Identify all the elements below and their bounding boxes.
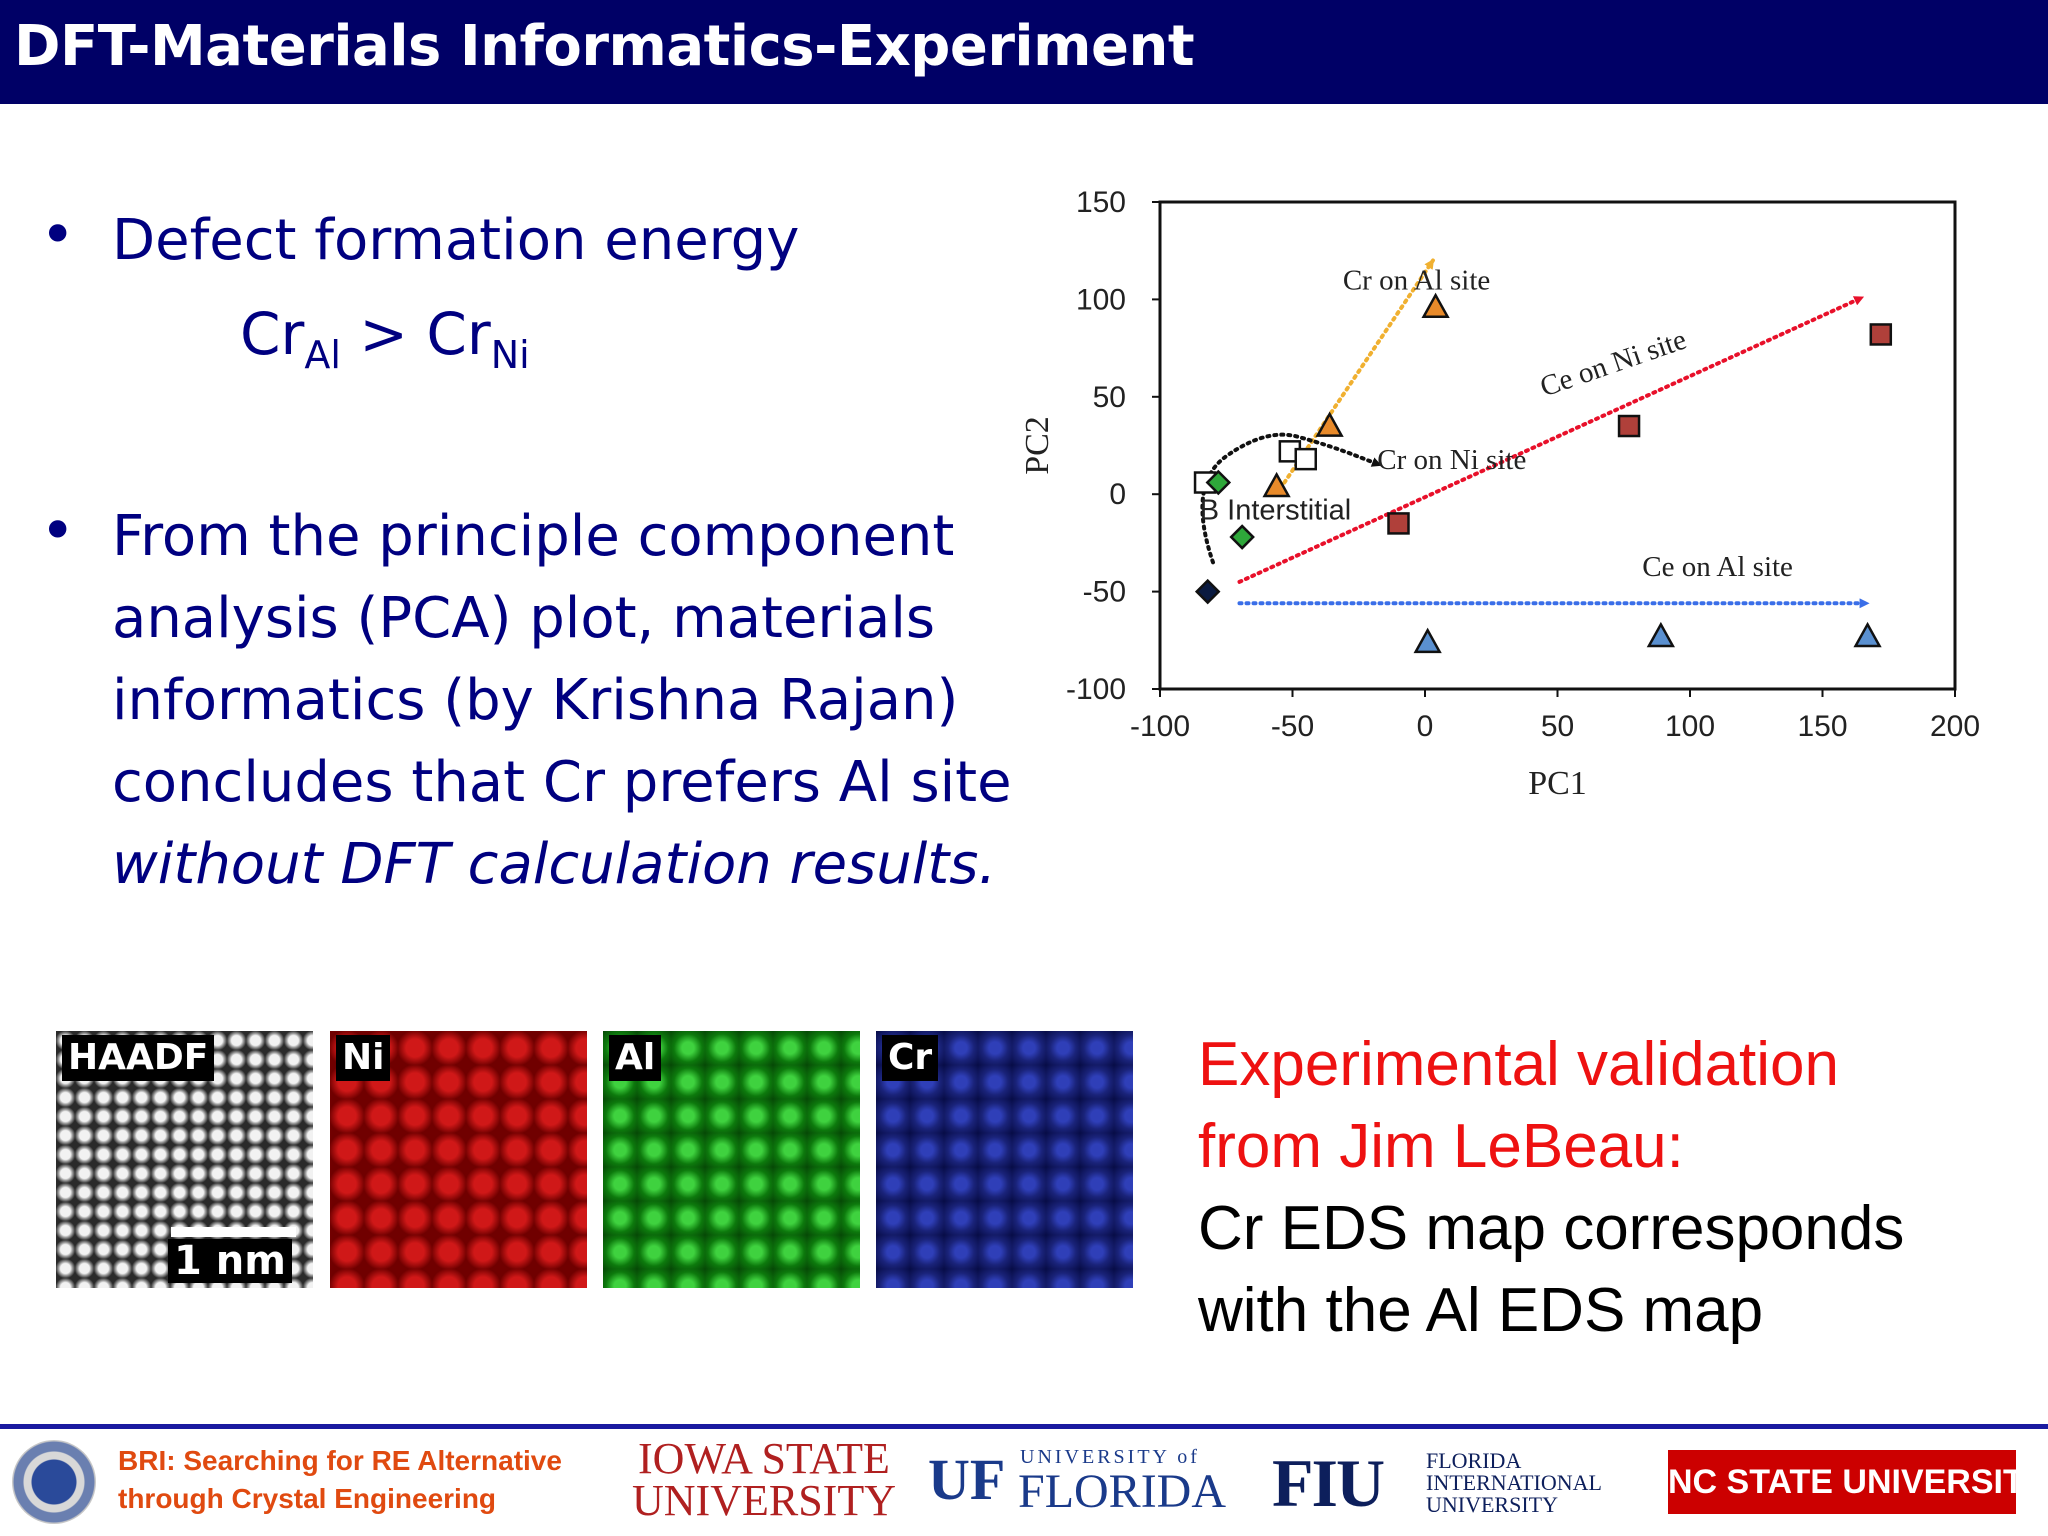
bullet-text: Defect formation energy <box>112 208 800 273</box>
chart-annotation: Ce on Ni site <box>1536 324 1690 404</box>
uf-logo-small-text: UNIVERSITY of <box>1020 1446 1200 1468</box>
bri-caption: BRI: Searching for RE Alternative throug… <box>118 1445 562 1514</box>
data-point <box>1853 621 1882 648</box>
chart-annotation: B Interstitial <box>1200 495 1352 527</box>
trend-arrow <box>1200 432 1382 565</box>
chart-annotation: Ce on Al site <box>1642 551 1793 583</box>
data-point <box>1617 414 1641 438</box>
validation-body-line: Cr EDS map corresponds <box>1198 1194 1905 1263</box>
eds-label: HAADF <box>62 1035 215 1081</box>
footer-divider <box>0 1424 2048 1429</box>
iowa-state-logo: IOWA STATE UNIVERSITY <box>632 1434 896 1525</box>
bullet-marker: • <box>40 200 76 270</box>
data-point <box>1421 292 1450 319</box>
uf-logo-wordmark: FLORIDA <box>1018 1465 1227 1518</box>
x-tick-label: 0 <box>1417 710 1434 743</box>
bullet-marker: • <box>40 496 76 566</box>
bullet-line: analysis (PCA) plot, materials <box>112 586 936 651</box>
y-tick-label: 150 <box>1076 186 1126 219</box>
eds-map-al: Al <box>603 1031 860 1288</box>
chart-annotation: Cr on Al site <box>1343 265 1490 297</box>
slide-title: DFT-Materials Informatics-Experiment <box>14 14 1195 79</box>
data-point <box>1315 411 1344 437</box>
eds-map-ni: Ni <box>330 1031 587 1288</box>
y-tick-label: 0 <box>1109 478 1126 511</box>
y-tick-label: -100 <box>1066 673 1126 706</box>
y-tick-label: 50 <box>1093 381 1126 414</box>
fiu-logo-text: FLORIDA INTERNATIONAL UNIVERSITY <box>1426 1448 1602 1517</box>
data-point <box>1262 471 1291 498</box>
validation-heading-line: Experimental validation <box>1198 1030 1840 1099</box>
uf-logo-mark: UF <box>928 1447 1006 1512</box>
eds-label: Ni <box>336 1035 391 1081</box>
bullet-text-block: From the principle component analysis (P… <box>112 496 1012 906</box>
validation-heading-line: from Jim LeBeau: <box>1198 1112 1684 1181</box>
ncsu-logo: NC STATE UNIVERSITY <box>1668 1450 2046 1514</box>
x-tick-label: 100 <box>1665 710 1715 743</box>
eds-map-cr: Cr <box>876 1031 1133 1288</box>
eds-label: Cr <box>882 1035 939 1081</box>
y-tick-label: -50 <box>1083 576 1126 609</box>
pca-scatter-chart: -100 -50 0 50 100 150 200 -100 -50 0 50 100 150 PC1 PC… <box>1019 186 1980 802</box>
x-axis-label: PC1 <box>1528 765 1587 802</box>
trend-arrow <box>1274 258 1435 497</box>
formation-energy-formula: CrAl > CrNi <box>240 300 530 377</box>
data-point <box>1205 469 1232 496</box>
x-tick-label: 150 <box>1797 710 1847 743</box>
data-point <box>1294 447 1317 471</box>
data-point <box>1194 578 1221 605</box>
bullet-line: informatics (by Krishna Rajan) <box>112 668 959 733</box>
data-point <box>1869 323 1893 346</box>
x-tick-label: -50 <box>1271 710 1314 743</box>
data-point <box>1646 621 1675 648</box>
bullet-line: From the principle component <box>112 504 955 569</box>
x-tick-label: 50 <box>1541 710 1574 743</box>
scale-label: 1 nm <box>168 1239 292 1283</box>
y-tick-label: 100 <box>1076 283 1126 316</box>
validation-body-line: with the Al EDS map <box>1198 1276 1764 1345</box>
fiu-logo-mark: FIU <box>1272 1445 1385 1521</box>
bullet-line: concludes that Cr prefers Al site <box>112 750 1012 815</box>
experimental-validation-text: Experimental validation from Jim LeBeau:… <box>1198 1024 1904 1352</box>
x-tick-label: 200 <box>1930 710 1980 743</box>
doe-seal-icon <box>12 1440 96 1524</box>
data-point <box>1387 512 1410 535</box>
scale-bar <box>171 1227 296 1237</box>
trend-arrow <box>1237 295 1865 584</box>
eds-map-haadf: HAADF 1 nm <box>56 1031 313 1288</box>
x-tick-label: -100 <box>1130 710 1190 743</box>
data-point <box>1229 524 1255 550</box>
y-axis-label: PC2 <box>1019 416 1056 475</box>
bullet-line-italic: without DFT calculation results. <box>112 832 997 897</box>
title-bar: DFT-Materials Informatics-Experiment <box>0 0 2048 104</box>
data-point <box>1413 627 1442 654</box>
chart-annotation: Cr on Ni site <box>1377 444 1526 476</box>
eds-label: Al <box>609 1035 662 1081</box>
